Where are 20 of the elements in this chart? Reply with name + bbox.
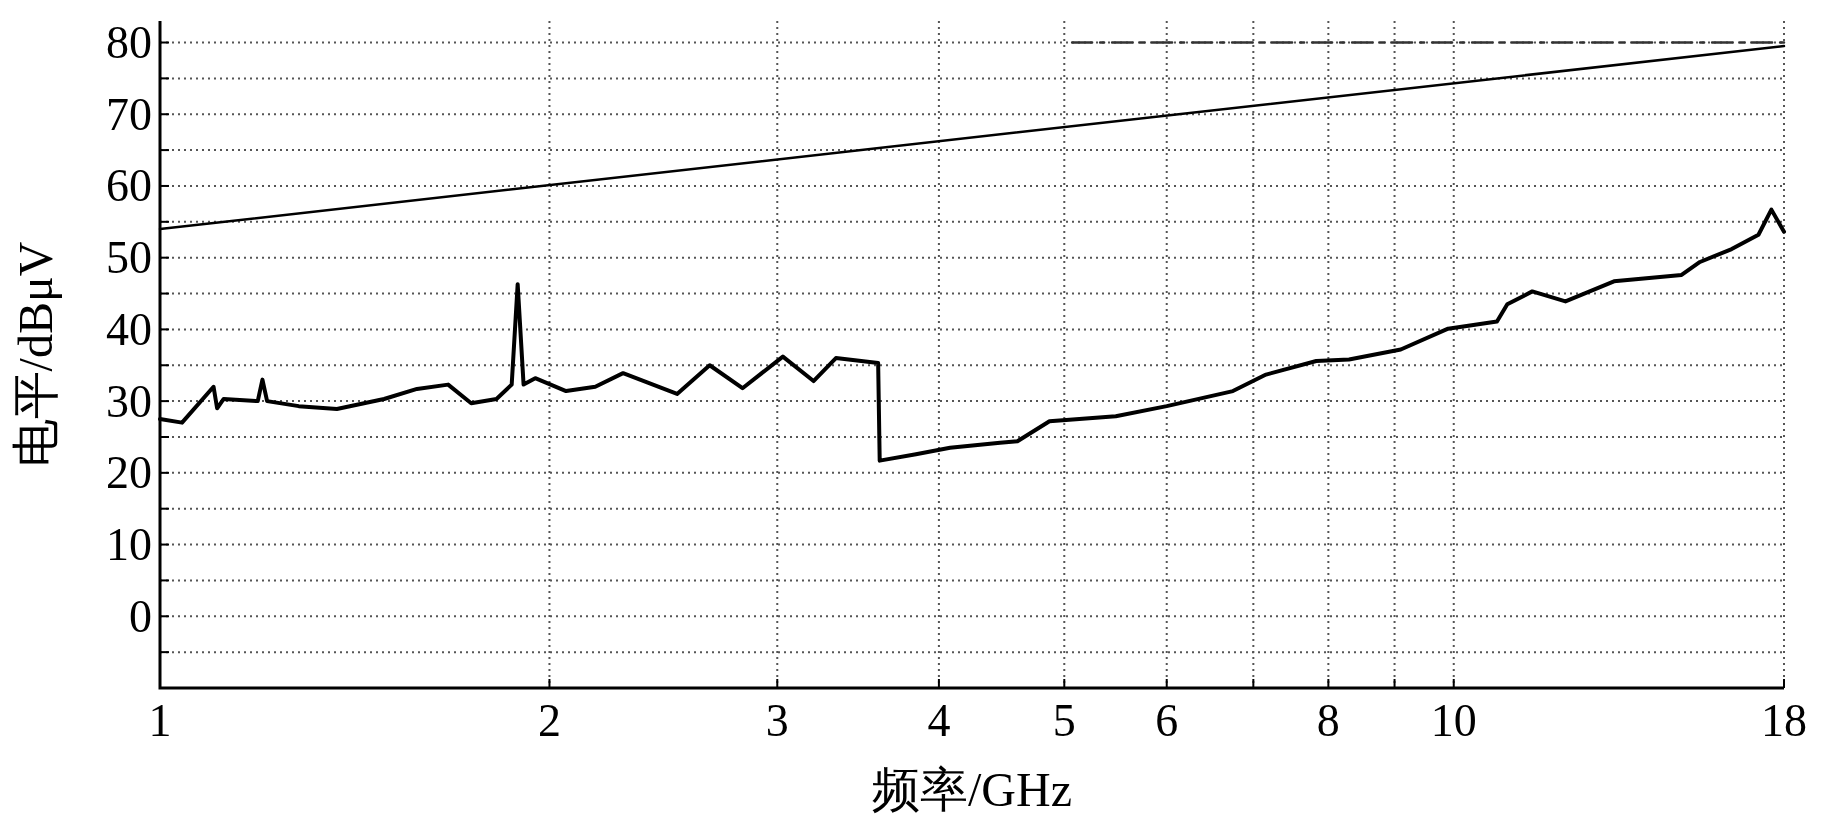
x-tick-label: 5 — [1052, 695, 1076, 746]
y-tick-label: 60 — [106, 160, 152, 212]
x-tick-label: 2 — [537, 695, 561, 746]
x-tick-label: 18 — [1761, 695, 1807, 746]
y-tick-label: 80 — [106, 17, 152, 69]
y-tick-label: 40 — [106, 303, 152, 355]
y-tick-label: 50 — [106, 232, 152, 284]
y-tick-label: 10 — [106, 519, 152, 571]
x-axis-title: 频率/GHz — [872, 763, 1072, 816]
x-tick-label: 10 — [1430, 695, 1477, 746]
y-axis-title: 电平/dBμV — [9, 241, 62, 468]
x-tick-label: 1 — [148, 695, 172, 746]
y-tick-label: 30 — [106, 375, 152, 427]
y-tick-label: 70 — [106, 88, 152, 140]
x-tick-label: 6 — [1155, 695, 1179, 746]
x-tick-label: 8 — [1316, 695, 1340, 746]
y-tick-label: 20 — [106, 447, 152, 499]
y-tick-label: 0 — [129, 590, 152, 642]
x-tick-label: 3 — [765, 695, 789, 746]
x-tick-label: 4 — [927, 695, 951, 746]
